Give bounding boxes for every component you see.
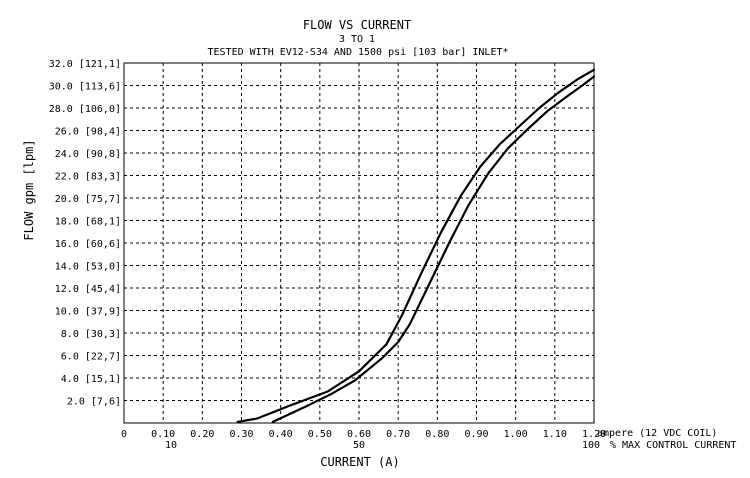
x-tick-label: 0.80: [425, 429, 449, 440]
y-axis-title: FLOW gpm [lpm]: [22, 139, 36, 240]
y-tick-label: 30.0 [113,6]: [49, 82, 121, 93]
x-tick-label: 0: [121, 429, 127, 440]
y-tick-label: 10.0 [37,9]: [55, 307, 121, 318]
y-tick-label: 18.0 [68,1]: [55, 217, 121, 228]
y-tick-label: 20.0 [75,7]: [55, 194, 121, 205]
y-tick-label: 16.0 [60,6]: [55, 239, 121, 250]
y-tick-label: 26.0 [98,4]: [55, 127, 121, 138]
y-tick-label: 12.0 [45,4]: [55, 284, 121, 295]
series-lines: [236, 68, 596, 423]
x-tick-label: 0.30: [229, 429, 253, 440]
y-tick-label: 2.0 [7,6]: [67, 397, 121, 408]
chart-subtitle: 3 TO 1: [339, 34, 375, 45]
x-tick-labels: 0 0.10 0.20 0.30 0.40 0.50 0.60 0.70 0.80 0.90 1.0…: [121, 429, 606, 440]
y-tick-label: 8.0 [30,3]: [61, 329, 121, 340]
grid: [124, 63, 594, 423]
x-tick-label: 0.60: [347, 429, 371, 440]
x-tick-label: 1.00: [504, 429, 528, 440]
x-tick-label: 0.40: [269, 429, 293, 440]
y-tick-label: 14.0 [53,0]: [55, 262, 121, 273]
y-tick-label: 24.0 [90,8]: [55, 149, 121, 160]
percent-tick-label: 50: [353, 440, 365, 451]
x-axis-title: CURRENT (A): [320, 455, 399, 469]
x-tick-label: 0.10: [151, 429, 175, 440]
x-tick-label: 0.90: [464, 429, 488, 440]
chart-test-note: TESTED WITH EV12-S34 AND 1500 psi [103 b…: [207, 47, 508, 58]
percent-tick-label: 100: [582, 440, 600, 451]
y-tick-label: 22.0 [83,3]: [55, 172, 121, 183]
plot-frame: [123, 62, 595, 424]
axes: [123, 62, 595, 424]
x-tick-label: 0.70: [386, 429, 410, 440]
x-axis-unit-note: ampere (12 VDC COIL): [597, 428, 717, 439]
y-tick-labels: 2.0 [7,6] 4.0 [15,1] 6.0 [22,7] 8.0 [30,3] 1…: [49, 59, 121, 408]
x-tick-label: 0.50: [308, 429, 332, 440]
x-tick-label: 1.20: [582, 429, 606, 440]
y-tick-label: 6.0 [22,7]: [61, 352, 121, 363]
x-axis-percent-note: % MAX CONTROL CURRENT: [610, 440, 736, 451]
percent-tick-labels: 10 50 100: [165, 440, 600, 451]
series-line-1: [236, 68, 596, 423]
series-line-2: [271, 75, 596, 423]
x-tick-label: 1.10: [543, 429, 567, 440]
y-tick-label: 4.0 [15,1]: [61, 374, 121, 385]
chart-title: FLOW VS CURRENT: [303, 18, 411, 32]
x-tick-label: 0.20: [190, 429, 214, 440]
y-tick-label: 28.0 [106,0]: [49, 104, 121, 115]
y-tick-label: 32.0 [121,1]: [49, 59, 121, 70]
percent-tick-label: 10: [165, 440, 177, 451]
